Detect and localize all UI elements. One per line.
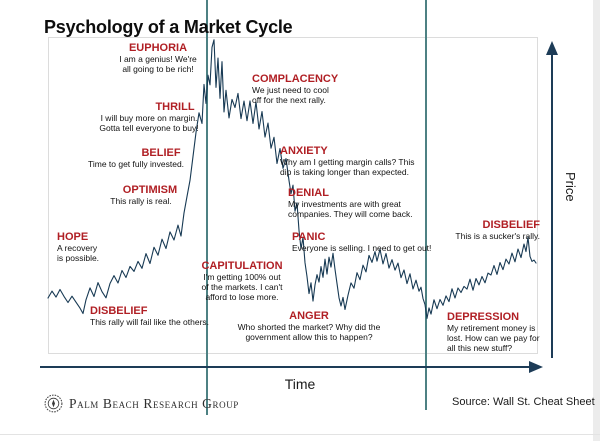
annotation-euphoria-title: EUPHORIA (128, 42, 188, 54)
annotation-capitulation: CAPITULATION I'm getting 100% out of the… (196, 260, 288, 302)
page-edge-bottom (0, 434, 600, 435)
annotation-disbelief-left-title: DISBELIEF (90, 305, 148, 317)
annotation-anger: ANGER Who shorted the market? Why did th… (233, 310, 385, 343)
annotation-optimism-text: This rally is real. (110, 196, 172, 207)
annotation-depression-text: My retirement money is lost. How can we … (447, 323, 540, 353)
annotation-complacency-text: We just need to cool off for the next ra… (252, 85, 329, 105)
annotation-capitulation-text: I'm getting 100% out of the markets. I c… (201, 272, 283, 302)
price-axis (546, 41, 558, 358)
annotation-disbelief-right: DISBELIEF This is a sucker's rally. (444, 219, 540, 242)
price-axis-arrowhead (546, 41, 558, 55)
brand-footer: Palm Beach Research Group (44, 394, 239, 413)
annotation-hope-title: HOPE (57, 231, 89, 243)
annotation-anger-title: ANGER (289, 310, 329, 322)
brand-name: Palm Beach Research Group (69, 395, 239, 411)
annotation-optimism-title: OPTIMISM (122, 184, 178, 196)
annotation-depression: DEPRESSION My retirement money is lost. … (447, 311, 547, 353)
annotation-thrill: THRILL I will buy more on margin. Gotta … (95, 101, 203, 134)
cycle-guide-line-trough (425, 0, 427, 410)
annotation-denial-title: DENIAL (288, 187, 329, 199)
annotation-disbelief-left-text: This rally will fail like the others. (90, 317, 210, 328)
annotation-belief-title: BELIEF (141, 147, 181, 159)
annotation-thrill-text: I will buy more on margin. Gotta tell ev… (99, 113, 199, 133)
page-title: Psychology of a Market Cycle (44, 17, 293, 38)
annotation-anxiety: ANXIETY Why am I getting margin calls? T… (280, 145, 422, 178)
palm-beach-crest-icon (44, 394, 63, 413)
annotation-belief-text: Time to get fully invested. (87, 159, 185, 170)
annotation-disbelief-right-title: DISBELIEF (482, 219, 540, 231)
annotation-hope-text: A recovery is possible. (57, 243, 100, 263)
annotation-hope: HOPE A recovery is possible. (57, 231, 127, 264)
annotation-anxiety-text: Why am I getting margin calls? This dip … (280, 157, 415, 177)
annotation-panic: PANIC Everyone is selling. I need to get… (292, 231, 452, 254)
page-edge-right (593, 0, 600, 441)
annotation-euphoria: EUPHORIA I am a genius! We're all going … (108, 42, 208, 75)
annotation-denial: DENIAL My investments are with great com… (288, 187, 414, 220)
annotation-belief: BELIEF Time to get fully invested. (80, 147, 192, 170)
annotation-disbelief-left: DISBELIEF This rally will fail like the … (90, 305, 240, 328)
annotation-denial-text: My investments are with great companies.… (288, 199, 413, 219)
annotation-anxiety-title: ANXIETY (280, 145, 328, 157)
annotation-complacency: COMPLACENCY We just need to cool off for… (252, 73, 364, 106)
annotation-optimism: OPTIMISM This rally is real. (103, 184, 179, 207)
source-attribution: Source: Wall St. Cheat Sheet (452, 396, 595, 408)
annotation-depression-title: DEPRESSION (447, 311, 520, 323)
annotation-disbelief-right-text: This is a sucker's rally. (455, 231, 540, 242)
time-axis (40, 361, 543, 373)
annotation-anger-text: Who shorted the market? Why did the gove… (237, 322, 381, 342)
annotation-panic-text: Everyone is selling. I need to get out! (292, 243, 432, 254)
annotation-thrill-title: THRILL (155, 101, 195, 113)
annotation-euphoria-text: I am a genius! We're all going to be ric… (119, 54, 197, 74)
annotation-capitulation-title: CAPITULATION (201, 260, 283, 272)
annotation-complacency-title: COMPLACENCY (252, 73, 339, 85)
price-axis-label: Price (563, 172, 578, 202)
time-axis-label: Time (284, 376, 316, 392)
time-axis-arrowhead (529, 361, 543, 373)
annotation-panic-title: PANIC (292, 231, 326, 243)
